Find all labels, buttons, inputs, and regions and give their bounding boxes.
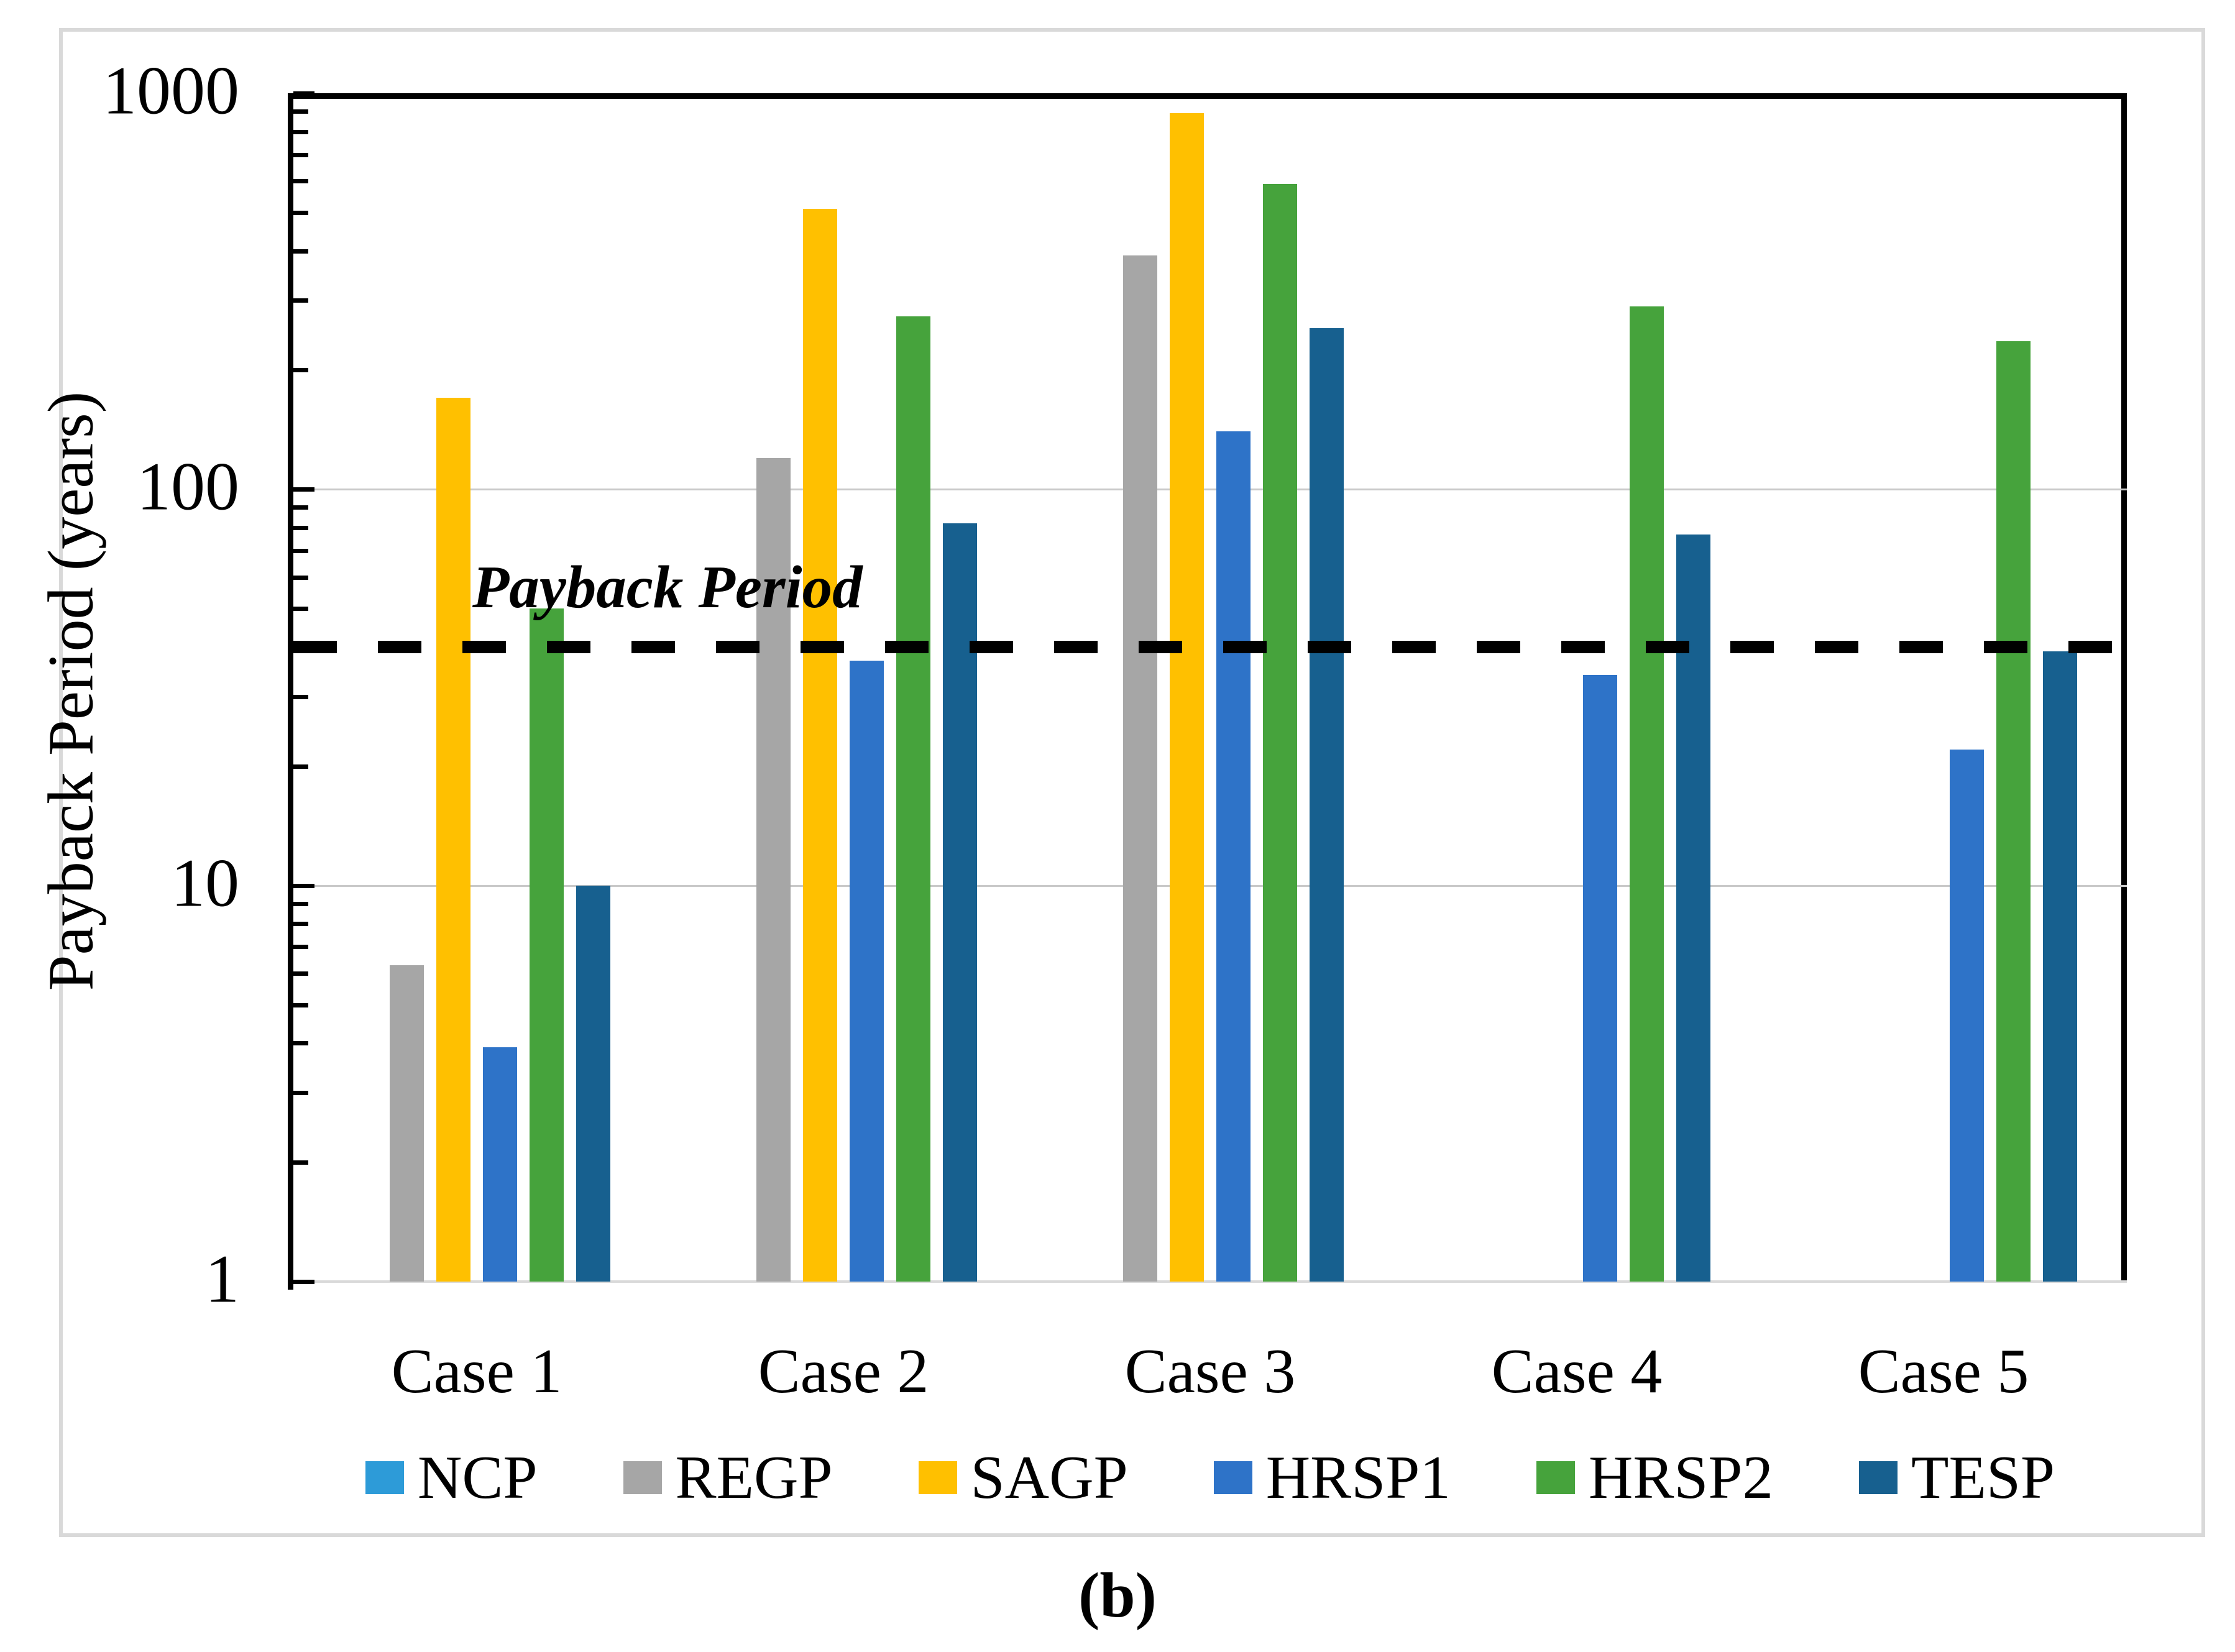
legend-label-ncp: NCP: [417, 1444, 538, 1512]
legend: NCP REGP SAGP HRSP1 HRSP2 TESP: [293, 1447, 2127, 1508]
minor-tick-300: [293, 298, 308, 303]
plot-border-right: [2121, 93, 2127, 1282]
bar-regp-case-3: [1123, 255, 1157, 1282]
minor-tick-90: [293, 505, 308, 510]
bar-tesp-case-3: [1310, 328, 1344, 1282]
bar-hrsp2-case-3: [1263, 184, 1297, 1282]
minor-tick-4: [293, 1041, 308, 1046]
legend-swatch-regp: [623, 1461, 662, 1494]
bar-tesp-case-4: [1676, 534, 1710, 1282]
bar-hrsp1-case-3: [1216, 431, 1251, 1282]
legend-label-tesp: TESP: [1911, 1444, 2055, 1512]
legend-item-ncp: NCP: [365, 1447, 538, 1508]
bar-hrsp2-case-5: [1996, 341, 2031, 1282]
minor-tick-800: [293, 129, 308, 134]
bar-hrsp2-case-1: [530, 608, 564, 1282]
major-tick-100: [293, 487, 314, 492]
bar-sagp-case-2: [803, 209, 837, 1282]
figure-caption: (b): [1078, 1560, 1157, 1631]
bar-hrsp1-case-4: [1583, 674, 1617, 1282]
legend-swatch-sagp: [918, 1461, 957, 1494]
major-tick-10: [293, 883, 314, 888]
minor-tick-8: [293, 922, 308, 927]
bar-group-case-5: [1760, 93, 2127, 1282]
legend-item-hrsp2: HRSP2: [1536, 1447, 1773, 1508]
minor-tick-70: [293, 549, 308, 554]
gridline-100: [293, 489, 2127, 491]
bar-tesp-case-2: [943, 523, 977, 1282]
minor-tick-200: [293, 368, 308, 373]
minor-tick-3: [293, 1090, 308, 1095]
minor-tick-30: [293, 694, 308, 699]
legend-swatch-hrsp1: [1213, 1461, 1252, 1494]
minor-tick-500: [293, 210, 308, 215]
minor-tick-6: [293, 971, 308, 976]
legend-swatch-ncp: [365, 1461, 404, 1494]
bar-regp-case-2: [756, 457, 791, 1282]
major-tick-1: [293, 1280, 314, 1284]
minor-tick-900: [293, 109, 308, 114]
legend-item-regp: REGP: [623, 1447, 833, 1508]
x-axis-baseline: [293, 1280, 2127, 1283]
bar-hrsp1-case-1: [483, 1047, 517, 1282]
legend-label-sagp: SAGP: [970, 1444, 1128, 1512]
x-axis-label-case-4: Case 4: [1491, 1336, 1663, 1406]
minor-tick-60: [293, 575, 308, 580]
bar-tesp-case-1: [576, 885, 610, 1282]
bar-hrsp2-case-4: [1630, 306, 1664, 1282]
payback-threshold-line: [293, 640, 2127, 653]
minor-tick-600: [293, 179, 308, 184]
legend-item-hrsp1: HRSP1: [1213, 1444, 1451, 1512]
minor-tick-7: [293, 945, 308, 950]
major-tick-1000: [293, 91, 314, 96]
y-axis-line: [288, 93, 293, 1290]
bar-tesp-case-5: [2043, 651, 2077, 1282]
minor-tick-2: [293, 1160, 308, 1165]
x-axis-label-case-3: Case 3: [1124, 1336, 1296, 1406]
bar-sagp-case-3: [1170, 113, 1204, 1282]
legend-label-hrsp1: HRSP1: [1265, 1444, 1451, 1512]
minor-tick-50: [293, 607, 308, 612]
plot-area: Payback Period: [288, 91, 2127, 1290]
y-tick-label-1: 1: [205, 1241, 239, 1317]
bar-regp-case-1: [390, 965, 424, 1282]
minor-tick-9: [293, 901, 308, 906]
bar-hrsp1-case-2: [850, 660, 884, 1282]
legend-label-hrsp2: HRSP2: [1588, 1444, 1773, 1512]
y-tick-label-10: 10: [171, 845, 239, 921]
x-axis-label-case-5: Case 5: [1858, 1336, 2029, 1406]
bar-group-case-3: [1027, 93, 1393, 1282]
legend-label-regp: REGP: [675, 1444, 833, 1512]
y-tick-label-1000: 1000: [103, 52, 239, 129]
gridline-10: [293, 884, 2127, 887]
legend-item-sagp: SAGP: [918, 1444, 1128, 1512]
bar-group-case-2: [660, 93, 1027, 1282]
x-axis-label-case-1: Case 1: [391, 1336, 562, 1406]
bar-hrsp1-case-5: [1950, 750, 1984, 1282]
minor-tick-700: [293, 152, 308, 157]
bar-group-case-4: [1393, 93, 1760, 1282]
legend-item-tesp: TESP: [1859, 1447, 2055, 1508]
minor-tick-80: [293, 526, 308, 531]
x-axis-label-case-2: Case 2: [758, 1336, 929, 1406]
minor-tick-5: [293, 1003, 308, 1007]
legend-swatch-hrsp2: [1536, 1461, 1575, 1494]
bar-hrsp2-case-2: [896, 316, 930, 1282]
payback-period-annotation: Payback Period: [472, 553, 863, 620]
bar-sagp-case-1: [436, 398, 470, 1282]
minor-tick-400: [293, 249, 308, 254]
minor-tick-20: [293, 764, 308, 769]
bar-group-case-1: [293, 93, 660, 1282]
legend-swatch-tesp: [1859, 1461, 1898, 1494]
plot-border-top: [288, 93, 2127, 99]
y-tick-label-100: 100: [137, 448, 239, 525]
